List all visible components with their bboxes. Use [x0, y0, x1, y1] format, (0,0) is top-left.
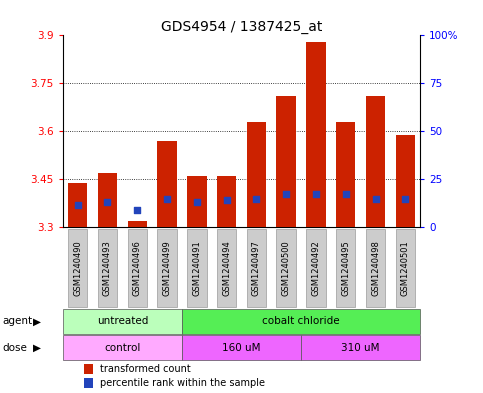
FancyBboxPatch shape: [306, 229, 326, 307]
Text: GSM1240493: GSM1240493: [103, 240, 112, 296]
FancyBboxPatch shape: [98, 229, 117, 307]
FancyBboxPatch shape: [366, 229, 385, 307]
FancyBboxPatch shape: [182, 335, 301, 360]
Bar: [247, 122, 266, 228]
FancyBboxPatch shape: [217, 229, 236, 307]
Bar: [187, 176, 207, 228]
Point: [223, 197, 230, 203]
Bar: [84, 378, 93, 387]
Text: control: control: [104, 343, 141, 353]
Text: untreated: untreated: [97, 316, 148, 326]
Point: [104, 198, 112, 205]
Bar: [128, 221, 147, 228]
Point: [74, 202, 82, 208]
Bar: [276, 96, 296, 228]
Point: [312, 191, 320, 197]
Text: GSM1240501: GSM1240501: [401, 240, 410, 296]
Text: agent: agent: [2, 316, 32, 326]
Point: [342, 191, 350, 197]
Point: [163, 195, 171, 202]
FancyBboxPatch shape: [301, 335, 420, 360]
Text: GSM1240490: GSM1240490: [73, 240, 82, 296]
Bar: [366, 96, 385, 228]
FancyBboxPatch shape: [63, 335, 182, 360]
Text: ▶: ▶: [33, 343, 41, 353]
Bar: [98, 173, 117, 228]
Point: [253, 195, 260, 202]
Bar: [217, 176, 236, 228]
Text: ▶: ▶: [33, 316, 41, 326]
Text: 310 uM: 310 uM: [341, 343, 380, 353]
Text: percentile rank within the sample: percentile rank within the sample: [100, 378, 265, 388]
Text: dose: dose: [2, 343, 28, 353]
Text: GSM1240495: GSM1240495: [341, 240, 350, 296]
FancyBboxPatch shape: [247, 229, 266, 307]
Text: cobalt chloride: cobalt chloride: [262, 316, 340, 326]
FancyBboxPatch shape: [182, 309, 420, 334]
FancyBboxPatch shape: [68, 229, 87, 307]
FancyBboxPatch shape: [276, 229, 296, 307]
Text: GSM1240491: GSM1240491: [192, 240, 201, 296]
Bar: [306, 42, 326, 228]
Text: GSM1240500: GSM1240500: [282, 240, 291, 296]
Text: GSM1240498: GSM1240498: [371, 240, 380, 296]
Point: [193, 198, 201, 205]
Point: [282, 191, 290, 197]
FancyBboxPatch shape: [396, 229, 415, 307]
FancyBboxPatch shape: [336, 229, 355, 307]
Point: [372, 195, 380, 202]
Bar: [396, 134, 415, 228]
FancyBboxPatch shape: [157, 229, 177, 307]
Point: [401, 195, 409, 202]
Bar: [157, 141, 177, 228]
Text: GSM1240492: GSM1240492: [312, 240, 320, 296]
Bar: [68, 183, 87, 228]
Text: GSM1240499: GSM1240499: [163, 240, 171, 296]
Text: GDS4954 / 1387425_at: GDS4954 / 1387425_at: [161, 20, 322, 34]
Text: GSM1240497: GSM1240497: [252, 240, 261, 296]
FancyBboxPatch shape: [187, 229, 207, 307]
Text: transformed count: transformed count: [100, 364, 191, 374]
Bar: [336, 122, 355, 228]
Bar: [84, 364, 93, 373]
Point: [133, 207, 141, 213]
Text: GSM1240494: GSM1240494: [222, 240, 231, 296]
Text: GSM1240496: GSM1240496: [133, 240, 142, 296]
FancyBboxPatch shape: [63, 309, 182, 334]
Text: 160 uM: 160 uM: [222, 343, 261, 353]
FancyBboxPatch shape: [128, 229, 147, 307]
